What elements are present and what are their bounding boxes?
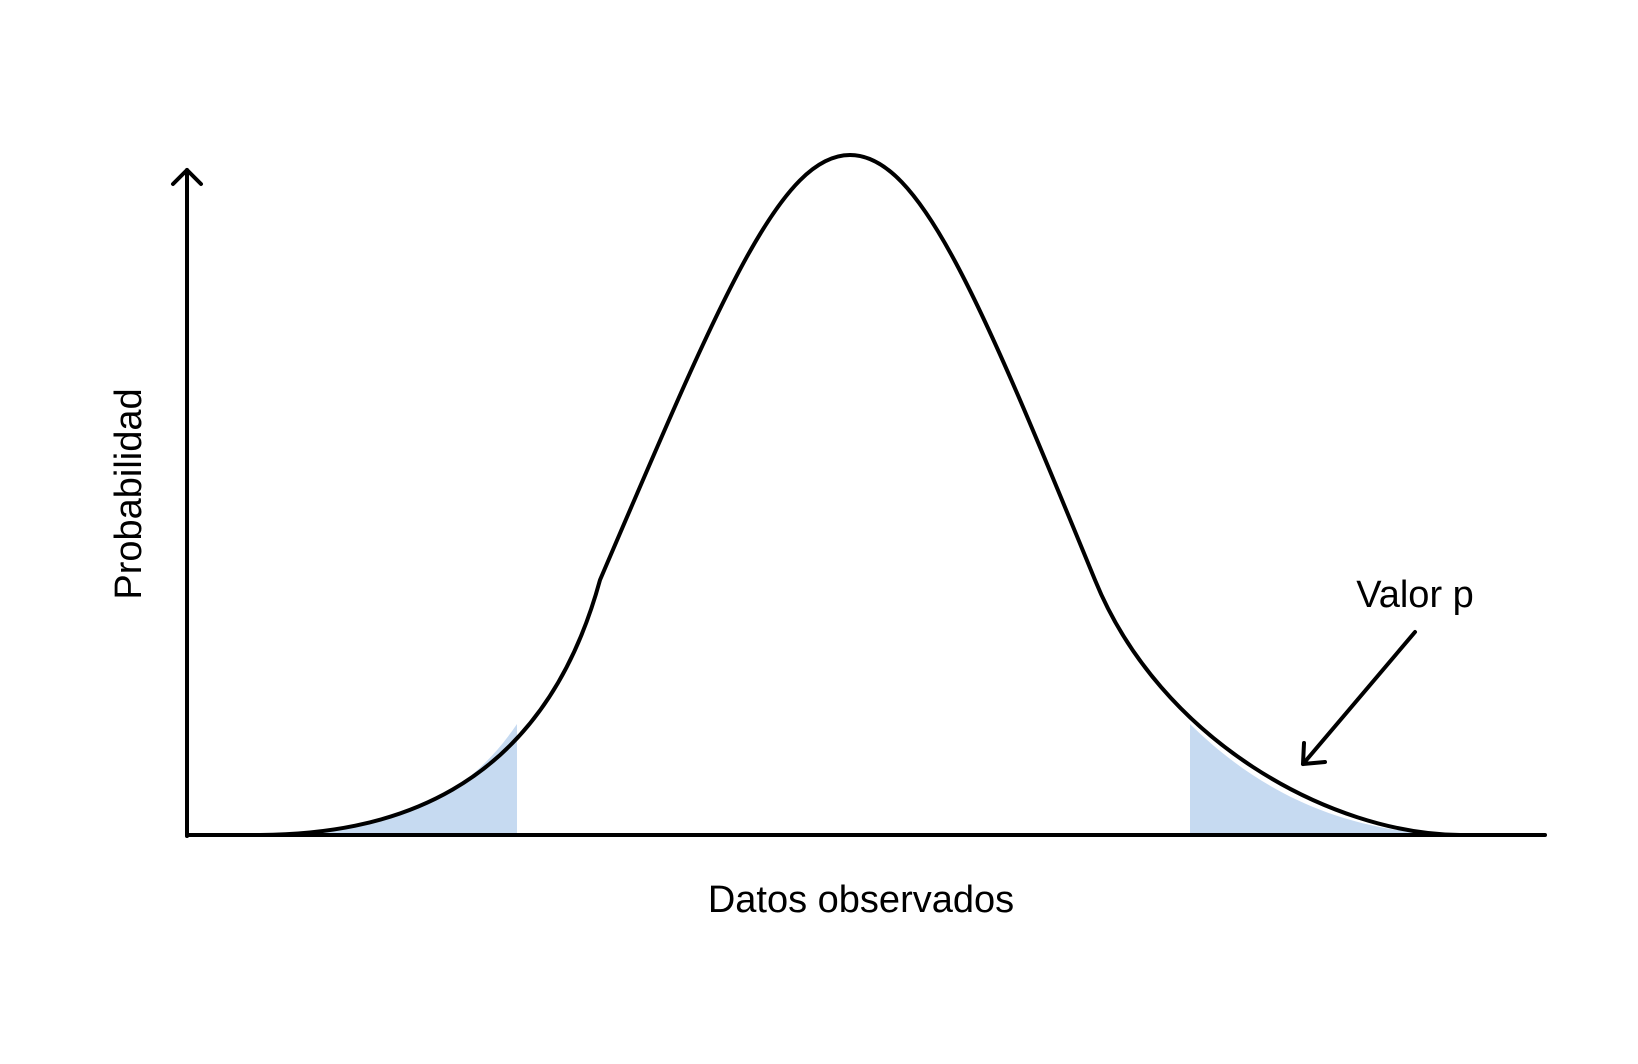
annotation-label: Valor p — [1356, 574, 1474, 616]
right-tail-shade — [1190, 724, 1460, 835]
left-tail-shade — [260, 724, 517, 835]
annotation-arrowhead — [1301, 741, 1327, 766]
y-axis-arrowhead — [171, 168, 203, 186]
y-axis-label: Probabilidad — [108, 388, 150, 599]
bell-curve — [258, 153, 1462, 837]
x-axis-label: Datos observados — [708, 879, 1014, 921]
annotation-arrow-shaft — [1301, 630, 1417, 766]
